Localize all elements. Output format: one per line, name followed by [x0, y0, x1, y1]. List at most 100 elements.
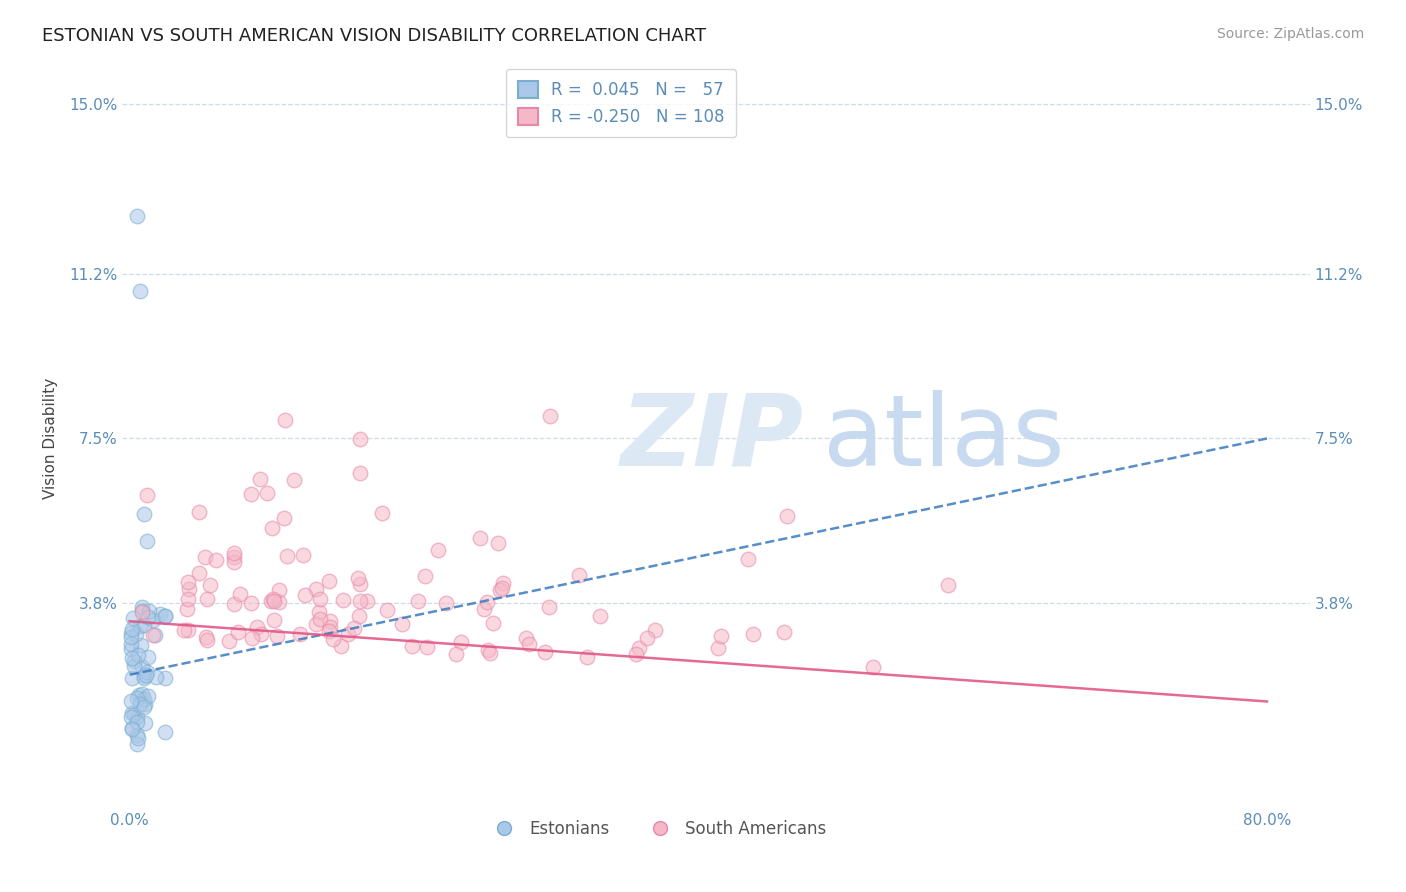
- Point: [427, 543, 450, 558]
- Point: [474, 601, 496, 615]
- Point: [290, 627, 312, 641]
- Point: [624, 648, 647, 662]
- Point: [772, 624, 794, 639]
- Point: [120, 631, 142, 645]
- Point: [239, 596, 262, 610]
- Point: [138, 604, 160, 618]
- Point: [256, 486, 278, 500]
- Point: [136, 690, 159, 704]
- Point: [138, 609, 160, 624]
- Point: [122, 659, 145, 673]
- Point: [260, 593, 283, 607]
- Point: [308, 606, 330, 620]
- Point: [489, 583, 512, 598]
- Point: [240, 487, 263, 501]
- Point: [128, 618, 150, 632]
- Point: [188, 505, 211, 519]
- Point: [125, 710, 148, 724]
- Point: [134, 671, 156, 685]
- Point: [122, 707, 145, 722]
- Point: [478, 646, 501, 660]
- Point: [283, 474, 305, 488]
- Legend: Estonians, South Americans: Estonians, South Americans: [481, 814, 832, 845]
- Point: [224, 597, 246, 611]
- Point: [176, 623, 198, 637]
- Point: [136, 488, 159, 502]
- Point: [131, 660, 153, 674]
- Point: [319, 620, 342, 634]
- Point: [125, 737, 148, 751]
- Point: [263, 613, 285, 627]
- Point: [319, 614, 342, 628]
- Point: [132, 508, 155, 522]
- Point: [125, 627, 148, 641]
- Point: [224, 555, 246, 569]
- Point: [274, 413, 297, 427]
- Point: [134, 697, 156, 711]
- Point: [224, 549, 246, 564]
- Point: [122, 611, 145, 625]
- Point: [347, 609, 370, 624]
- Point: [468, 531, 491, 545]
- Point: [318, 624, 340, 638]
- Point: [149, 607, 172, 621]
- Point: [128, 698, 150, 712]
- Point: [246, 619, 269, 633]
- Text: atlas: atlas: [823, 390, 1064, 487]
- Point: [322, 632, 344, 646]
- Point: [135, 534, 157, 549]
- Point: [416, 640, 439, 654]
- Point: [273, 510, 295, 524]
- Point: [627, 641, 650, 656]
- Point: [636, 632, 658, 646]
- Point: [391, 617, 413, 632]
- Point: [229, 587, 252, 601]
- Point: [413, 568, 436, 582]
- Point: [122, 654, 145, 668]
- Point: [491, 581, 513, 595]
- Point: [131, 600, 153, 615]
- Point: [538, 600, 561, 615]
- Point: [519, 638, 541, 652]
- Point: [486, 536, 509, 550]
- Point: [179, 582, 201, 597]
- Point: [347, 571, 370, 585]
- Point: [121, 706, 143, 721]
- Point: [143, 628, 166, 642]
- Point: [276, 549, 298, 564]
- Point: [153, 609, 176, 624]
- Text: ESTONIAN VS SOUTH AMERICAN VISION DISABILITY CORRELATION CHART: ESTONIAN VS SOUTH AMERICAN VISION DISABI…: [42, 27, 706, 45]
- Point: [153, 671, 176, 685]
- Point: [706, 640, 728, 655]
- Point: [218, 634, 240, 648]
- Point: [121, 722, 143, 736]
- Point: [356, 594, 378, 608]
- Point: [349, 576, 371, 591]
- Point: [450, 634, 472, 648]
- Point: [120, 642, 142, 657]
- Point: [371, 506, 394, 520]
- Point: [195, 630, 218, 644]
- Point: [477, 643, 499, 657]
- Point: [195, 591, 218, 606]
- Point: [134, 691, 156, 706]
- Point: [176, 601, 198, 615]
- Point: [128, 688, 150, 702]
- Point: [266, 629, 288, 643]
- Point: [263, 594, 285, 608]
- Point: [127, 648, 149, 662]
- Point: [205, 553, 228, 567]
- Point: [125, 209, 148, 223]
- Point: [250, 626, 273, 640]
- Point: [127, 691, 149, 706]
- Point: [127, 728, 149, 742]
- Point: [336, 627, 359, 641]
- Point: [195, 632, 218, 647]
- Point: [576, 649, 599, 664]
- Point: [142, 613, 165, 627]
- Point: [776, 508, 799, 523]
- Point: [120, 710, 142, 724]
- Point: [349, 593, 371, 607]
- Point: [198, 578, 221, 592]
- Point: [127, 731, 149, 745]
